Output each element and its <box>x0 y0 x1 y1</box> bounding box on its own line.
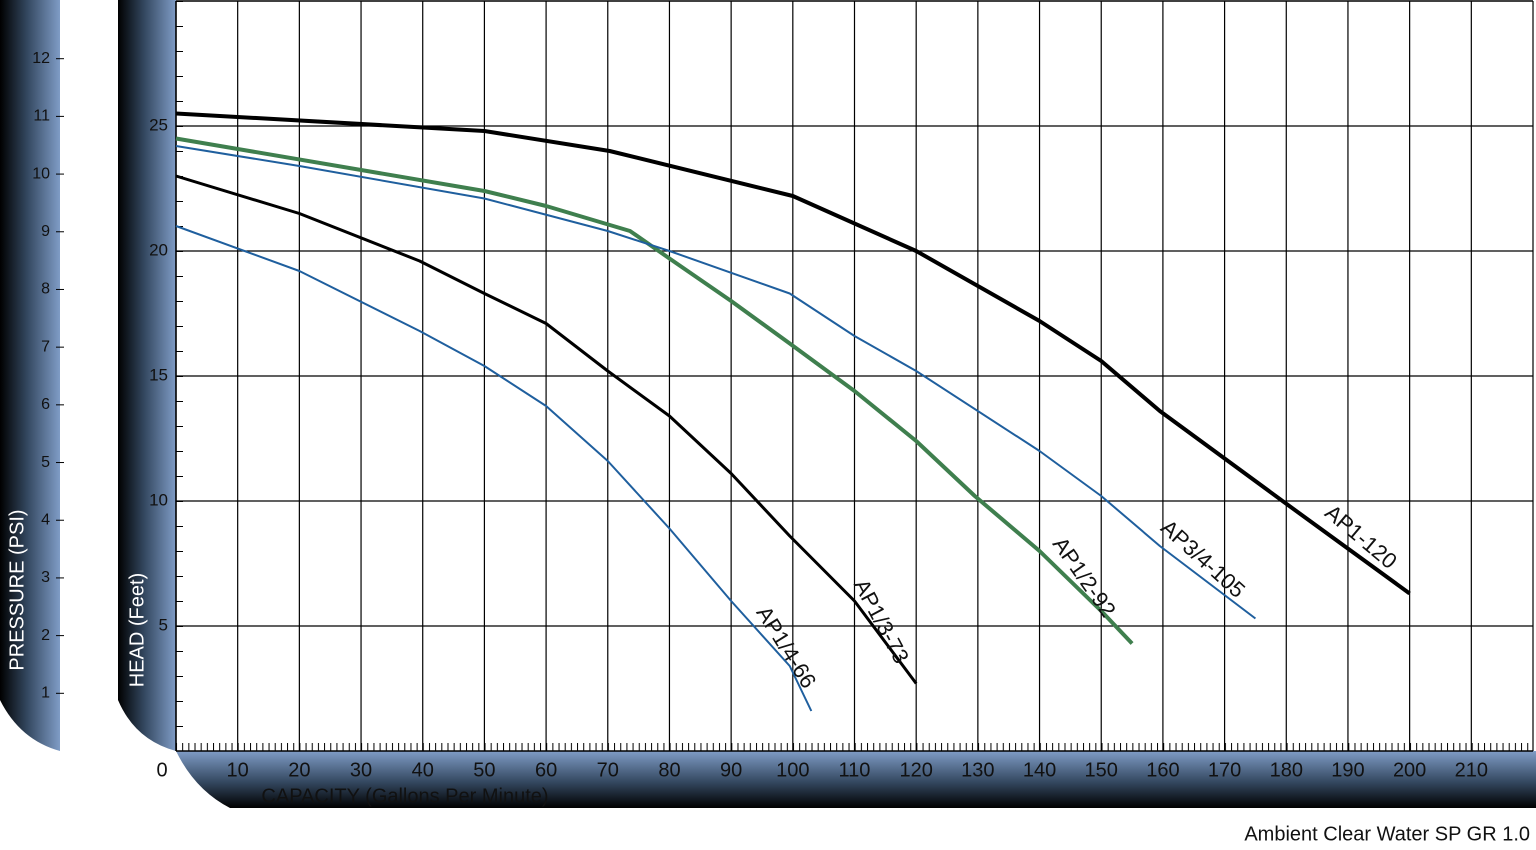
curve-label: AP1/3-73 <box>849 575 914 668</box>
y2-tick-label: 4 <box>41 511 50 528</box>
y-axis-title: HEAD (Feet) <box>126 573 148 687</box>
x-tick-label: 70 <box>597 759 619 781</box>
x-tick-label: 140 <box>1023 759 1056 781</box>
curve <box>175 145 1257 620</box>
y-tick-label: 15 <box>149 365 168 384</box>
y2-tick-label: 10 <box>32 165 50 182</box>
y-tick-label: 20 <box>149 240 168 259</box>
x-tick-label: 150 <box>1085 759 1118 781</box>
x-tick-label: 80 <box>658 759 680 781</box>
y2-tick-label: 1 <box>41 685 50 702</box>
y-tick-label: 5 <box>159 615 168 634</box>
x-tick-label: 60 <box>535 759 557 781</box>
curves <box>175 111 1411 712</box>
x-tick-label: 180 <box>1270 759 1303 781</box>
x-tick-label: 90 <box>720 759 742 781</box>
curve-label: AP1/4-66 <box>752 602 822 693</box>
x-tick-label: 30 <box>350 759 372 781</box>
x-tick-label: 200 <box>1393 759 1426 781</box>
pressure-band <box>0 0 60 751</box>
x-tick-label: 120 <box>899 759 932 781</box>
y2-tick-label: 9 <box>41 223 50 240</box>
curve-label: AP3/4-105 <box>1156 515 1250 603</box>
y2-tick-label: 7 <box>41 338 50 355</box>
y2-tick-label: 8 <box>41 281 50 298</box>
x-tick-label: 40 <box>412 759 434 781</box>
x-tick-label: 20 <box>288 759 310 781</box>
x-tick-label: 10 <box>227 759 249 781</box>
x-tick-label: 210 <box>1455 759 1488 781</box>
x-tick-label: 160 <box>1146 759 1179 781</box>
labels: 0 10 20 30 40 50 60 70 80 90 100 110 120 130 140 150 160… <box>32 50 1488 781</box>
curve <box>175 136 1134 645</box>
curve <box>175 111 1411 596</box>
capacity-band <box>176 751 1536 808</box>
note: Ambient Clear Water SP GR 1.0 <box>1244 823 1530 845</box>
y2-tick-label: 5 <box>41 454 50 471</box>
y2-axis-title: PRESSURE (PSI) <box>6 509 28 670</box>
y2-tick-label: 12 <box>32 50 50 67</box>
head-band <box>118 0 176 751</box>
y2-tick-label: 3 <box>41 569 50 586</box>
grid <box>56 0 1534 752</box>
x-axis-title: CAPACITY (Gallons Per Minute) <box>261 785 548 807</box>
y2-tick-label: 6 <box>41 396 50 413</box>
y-tick-label: 25 <box>149 115 168 134</box>
x-tick-label: 0 <box>156 759 167 781</box>
curve-label: AP1/2-92 <box>1048 532 1121 621</box>
x-tick-label: 110 <box>839 759 871 781</box>
y2-tick-label: 2 <box>41 627 50 644</box>
x-tick-label: 50 <box>473 759 495 781</box>
y-tick-label: 10 <box>149 490 168 509</box>
x-tick-label: 170 <box>1208 759 1241 781</box>
x-tick-label: 100 <box>776 759 809 781</box>
x-tick-label: 190 <box>1331 759 1364 781</box>
y2-tick-label: 11 <box>33 108 50 125</box>
curve <box>175 174 918 685</box>
x-tick-label: 130 <box>961 759 994 781</box>
curve <box>175 225 813 712</box>
